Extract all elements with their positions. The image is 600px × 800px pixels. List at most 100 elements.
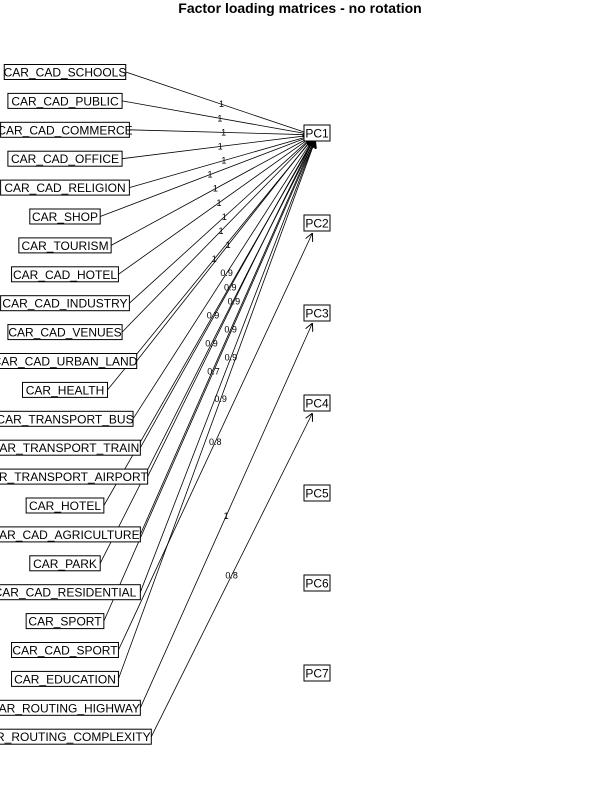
loading-value-car-cad-residential: 0.9 — [225, 353, 238, 363]
variable-label: CAR_CAD_VENUES — [8, 326, 121, 340]
variable-box — [25, 497, 105, 514]
variable-label: CAR_HEALTH — [26, 383, 104, 397]
factor-nodes: PC1 PC2 PC3 PC4 PC5 PC6 PC7 — [303, 124, 331, 682]
loading-edge-car-park-to-pc1 — [99, 141, 314, 564]
variable-box — [3, 64, 127, 80]
loading-edge-car-cad-residential-to-pc1 — [139, 141, 314, 593]
loading-value-car-cad-office: 1 — [218, 141, 223, 151]
loading-edge-car-routing-highway-to-pc3 — [139, 324, 312, 708]
variable-box — [0, 121, 130, 138]
variable-node-car-cad-schools: CAR_CAD_SCHOOLS — [3, 64, 127, 80]
variable-label: CAR_CAD_SCHOOLS — [4, 66, 127, 80]
variable-node-car-transport-bus: CAR_TRANSPORT_BUS — [0, 410, 134, 427]
variable-label: CAR_CAD_PUBLIC — [11, 94, 119, 108]
loading-value-car-cad-urban-land: 1 — [226, 240, 231, 250]
variable-box — [25, 613, 105, 630]
loading-edge-car-cad-religion-to-pc1 — [129, 136, 311, 188]
variable-node-car-education: CAR_EDUCATION — [11, 670, 119, 687]
variable-node-car-cad-commerce: CAR_CAD_COMMERCE — [0, 121, 133, 138]
variable-box — [0, 699, 141, 716]
variable-box — [18, 237, 112, 254]
variable-node-car-shop: CAR_SHOP — [29, 208, 101, 225]
chart-title: Factor loading matrices - no rotation — [178, 0, 421, 16]
variable-label: CAR_TOURISM — [21, 239, 108, 253]
variable-label: CAR_HOTEL — [29, 499, 101, 513]
variable-label: CAR_CAD_SPORT — [12, 644, 118, 658]
variable-node-car-cad-office: CAR_CAD_OFFICE — [7, 150, 123, 167]
variable-label: CAR_ROUTING_HIGHWAY — [0, 701, 140, 715]
variable-node-car-cad-hotel: CAR_CAD_HOTEL — [11, 266, 119, 283]
variable-node-car-cad-residential: CAR_CAD_RESIDENTIAL — [0, 584, 141, 601]
variable-box — [0, 439, 141, 456]
factor-box — [303, 394, 331, 412]
variable-box — [0, 728, 152, 745]
factor-label: PC7 — [305, 667, 329, 681]
loading-value-car-transport-train: 0.9 — [224, 282, 237, 292]
variable-box — [7, 324, 123, 341]
variable-node-car-park: CAR_PARK — [29, 555, 101, 572]
variable-box — [11, 670, 119, 687]
loading-edge-car-cad-office-to-pc1 — [122, 135, 311, 160]
variable-label: CAR_ROUTING_COMPLEXITY — [0, 730, 151, 744]
factor-label: PC1 — [305, 127, 329, 141]
loading-value-car-cad-religion: 1 — [221, 156, 226, 166]
variable-node-car-transport-train: CAR_TRANSPORT_TRAIN — [0, 439, 141, 456]
factor-box — [303, 664, 331, 682]
variable-box — [7, 150, 123, 167]
loading-edge-car-tourism-to-pc1 — [110, 136, 311, 246]
variable-box — [11, 266, 119, 283]
variable-label: CAR_CAD_RESIDENTIAL — [0, 586, 137, 600]
variable-label: CAR_CAD_URBAN_LAND — [0, 355, 138, 369]
variable-label: CAR_EDUCATION — [14, 672, 116, 686]
loading-edge-car-cad-commerce-to-pc1 — [129, 129, 310, 135]
variable-box — [0, 179, 130, 196]
loading-value-car-routing-complexity: 0.8 — [225, 570, 238, 580]
loading-edge-car-transport-airport-to-pc1 — [147, 140, 314, 477]
loading-edge-car-health-to-pc1 — [107, 138, 313, 391]
variable-node-car-cad-venues: CAR_CAD_VENUES — [7, 324, 123, 341]
variable-box — [0, 468, 149, 485]
loading-value-car-cad-sport: 0.8 — [209, 437, 222, 447]
variable-label: CAR_CAD_COMMERCE — [0, 123, 133, 137]
factor-box — [303, 574, 331, 592]
variable-box — [0, 353, 138, 369]
variable-box — [0, 410, 134, 427]
factor-label: PC4 — [305, 397, 329, 411]
variable-label: CAR_SHOP — [32, 210, 98, 224]
factor-label: PC2 — [305, 217, 329, 231]
loading-value-car-cad-venues: 1 — [218, 226, 223, 236]
factor-node-pc1: PC1 — [303, 124, 331, 142]
loading-edge-car-cad-hotel-to-pc1 — [118, 137, 311, 275]
factor-label: PC5 — [305, 487, 329, 501]
variable-node-car-hotel: CAR_HOTEL — [25, 497, 105, 514]
loading-value-car-cad-schools: 1 — [219, 99, 224, 109]
loading-value-car-cad-hotel: 1 — [216, 198, 221, 208]
loading-value-car-transport-airport: 0.9 — [228, 296, 241, 306]
variable-box — [22, 381, 108, 398]
factor-box — [303, 484, 331, 502]
loading-edge-car-transport-bus-to-pc1 — [132, 139, 313, 420]
loading-edge-car-cad-sport-to-pc2 — [118, 234, 312, 651]
variable-box — [29, 555, 101, 572]
variable-label: CAR_CAD_RELIGION — [4, 181, 125, 195]
variable-label: CAR_CAD_INDUSTRY — [2, 297, 127, 311]
loading-edge-car-routing-complexity-to-pc4 — [150, 414, 312, 737]
loading-value-car-tourism: 1 — [213, 184, 218, 194]
loading-labels: 1111111111110.90.90.90.90.90.90.90.70.80… — [205, 99, 240, 580]
factor-node-pc7: PC7 — [303, 664, 331, 682]
variable-node-car-cad-sport: CAR_CAD_SPORT — [11, 642, 119, 658]
loading-value-car-park: 0.9 — [205, 339, 218, 349]
loading-edge-car-education-to-pc1 — [118, 141, 315, 680]
variable-node-car-sport: CAR_SPORT — [25, 613, 105, 630]
variable-node-car-cad-agriculture: CAR_CAD_AGRICULTURE — [0, 526, 141, 543]
factor-box — [303, 214, 331, 232]
variable-label: CAR_CAD_HOTEL — [13, 268, 117, 282]
variable-label: CAR_TRANSPORT_AIRPORT — [0, 470, 148, 484]
variable-node-car-cad-industry: CAR_CAD_INDUSTRY — [0, 295, 130, 312]
variable-node-car-transport-airport: CAR_TRANSPORT_AIRPORT — [0, 468, 149, 485]
variable-node-car-tourism: CAR_TOURISM — [18, 237, 112, 254]
variable-box — [29, 208, 101, 225]
loading-edge-car-sport-to-pc1 — [103, 141, 315, 622]
loading-value-car-shop: 1 — [207, 170, 212, 180]
